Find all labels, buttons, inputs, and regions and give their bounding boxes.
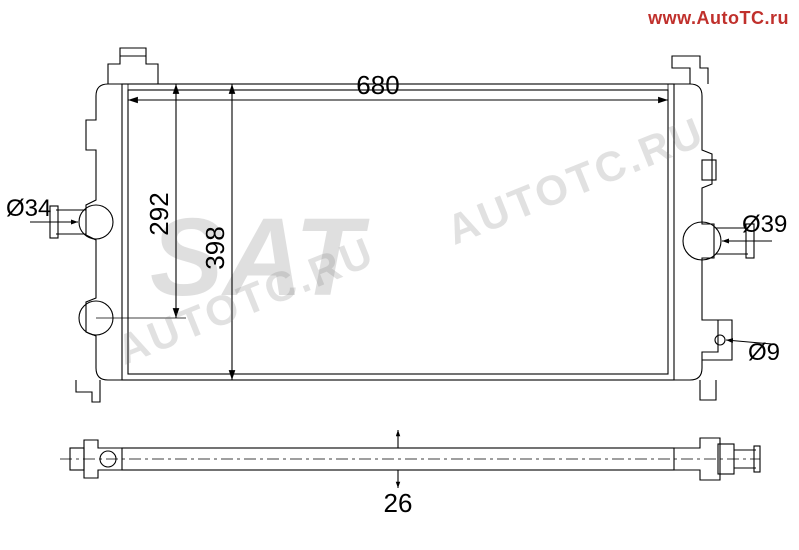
watermark-url: www.AutoTC.ru <box>648 8 789 29</box>
dim-d39: Ø39 <box>742 211 787 238</box>
front-view: SAT 680 398 292 Ø34 Ø39 Ø9 <box>6 48 787 402</box>
technical-drawing: SAT 680 398 292 Ø34 Ø39 Ø9 <box>0 0 799 550</box>
dim-292: 292 <box>144 192 174 235</box>
dim-d34: Ø34 <box>6 195 51 222</box>
dim-398: 398 <box>200 226 230 269</box>
dim-26: 26 <box>384 488 413 518</box>
dim-d9: Ø9 <box>748 339 780 366</box>
svg-text:SAT: SAT <box>150 196 370 319</box>
dim-680: 680 <box>356 70 399 100</box>
side-view: 26 <box>60 430 760 518</box>
